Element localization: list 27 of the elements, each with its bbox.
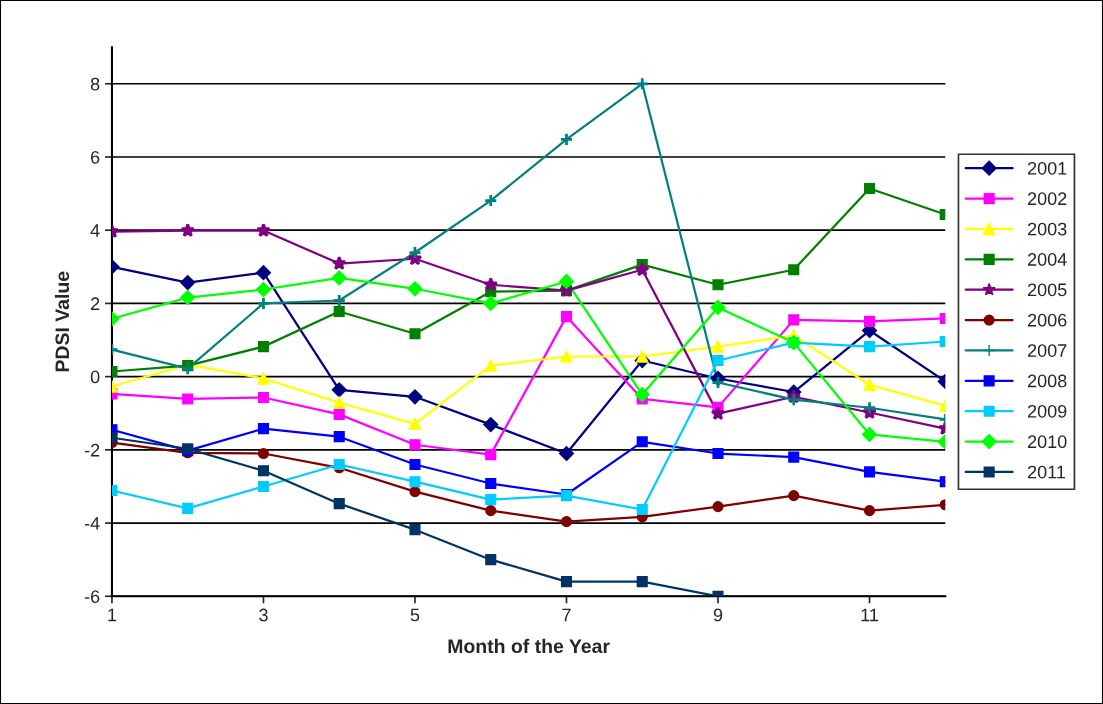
x-tick-label: 1 <box>108 608 117 622</box>
legend-label: 2011 <box>1027 465 1066 479</box>
y-tick-label: 6 <box>91 150 100 164</box>
y-tick-label: 2 <box>91 297 100 310</box>
x-tick-label: 9 <box>713 608 723 622</box>
y-tick-label: -4 <box>84 517 100 530</box>
y-axis-title: PDSI Value <box>54 271 70 372</box>
legend-label: 2002 <box>1027 192 1067 206</box>
x-tick-label: 7 <box>562 608 571 622</box>
legend-label: 2010 <box>1027 435 1067 449</box>
y-tick-label: 8 <box>90 77 100 91</box>
legend-label: 2006 <box>1027 313 1067 327</box>
y-tick-label: 4 <box>90 224 100 237</box>
y-tick-label: 0 <box>90 370 100 384</box>
x-tick-label: 11 <box>861 608 879 622</box>
legend-label: 2003 <box>1027 222 1067 236</box>
legend-label: 2001 <box>1027 161 1067 175</box>
x-tick-label: 3 <box>259 608 268 622</box>
y-tick-label: -2 <box>84 443 100 457</box>
legend-label: 2008 <box>1027 374 1067 388</box>
x-tick-label: 5 <box>410 608 420 622</box>
y-tick-label: -6 <box>84 590 100 604</box>
legend-label: 2005 <box>1027 283 1067 297</box>
legend-label: 2009 <box>1027 404 1067 418</box>
legend-label: 2004 <box>1027 253 1067 266</box>
legend-label: 2007 <box>1027 344 1067 357</box>
x-axis-title: Month of the Year <box>448 638 610 654</box>
